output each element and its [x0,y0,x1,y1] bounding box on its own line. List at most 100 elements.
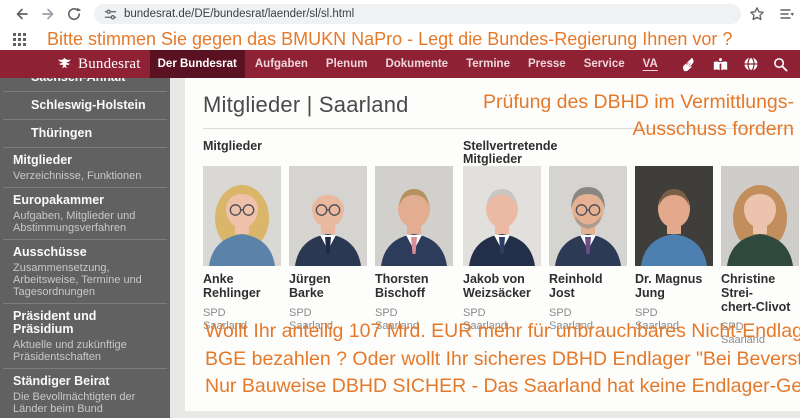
sidebar-item-ständiger-beirat[interactable]: Ständiger Beirat Die Bevollmächtigten der… [3,368,167,418]
annotation-right-line: Ausschuss fordern [632,118,795,140]
member-party: SPD [203,307,226,319]
annotation-bottom: Wollt Ihr anteilig 107 Mrd. EUR mehr für… [205,318,800,401]
easy-language-icon[interactable] [712,57,729,72]
sidebar-item-label: Sachsen-Anhalt [31,78,159,84]
deputies-list: Jakob von Weizsäcker SPD Saarland Reinhold … [463,166,800,347]
member-photo [635,166,713,266]
nav-item-service[interactable]: Service [583,58,625,70]
member-photo [549,166,627,266]
address-bar[interactable]: bundesrat.de/DE/bundesrat/laender/sl/sl.… [94,4,741,24]
section-members-label: Mitglieder [203,139,263,153]
annotation-top: Bitte stimmen Sie gegen das BMUKN NaPro … [47,29,733,49]
member-party: SPD [289,307,312,319]
site-navbar: Bundesrat Der Bundesrat Aufgaben Plenum Dok… [0,50,800,78]
apps-grid-icon[interactable] [13,32,26,46]
main-column: Mitglieder | Saarland Prüfung des DBHD i… [185,78,800,418]
nav-item-dokumente[interactable]: Dokumente [385,58,449,70]
nav-item-termine[interactable]: Termine [466,58,510,70]
member-card-christine-strei-chert-clivot[interactable]: Christine Strei-chert-Clivot SPD Saarland [721,166,799,347]
nav-item-der-bundesrat[interactable]: Der Bundesrat [149,50,245,78]
sidebar-item-label: Präsident und Präsidium [13,309,97,336]
member-state: Saarland [289,320,334,332]
member-photo [203,166,281,266]
toolbar-actions [749,3,800,25]
member-party: SPD [549,307,572,319]
section-members: Mitglieder Anke Rehlinger SPD Saarland Jür… [203,140,461,333]
member-party: SPD [375,307,398,319]
member-name: Thorsten Bischoff [375,272,429,300]
sidebar-item-desc: Aktuelle und zukünftige Präsidentschafte… [13,339,127,363]
sidebar-item-thüringen[interactable]: Thüringen [3,119,167,147]
page-title: Mitglieder | Saarland [203,92,409,117]
page-body: Sachsen-Anhalt Schleswig-Holstein Thüringe… [0,78,800,418]
annotation-bottom-line: BGE bezahlen ? Oder wollt Ihr sicheres D… [205,347,800,370]
member-name: Reinhold Jost [549,272,603,300]
sidebar-item-ausschüsse[interactable]: Ausschüsse Zusammensetzung, Arbeitsweise,… [3,239,167,303]
members-list: Anke Rehlinger SPD Saarland Jürgen Barke SP… [203,166,461,333]
sidebar-item-schleswig-holstein[interactable]: Schleswig-Holstein [3,91,167,119]
navbar-icons [667,56,788,72]
sidebar-item-desc: Aufgaben, Mitglieder und Abstimmungsverf… [13,210,136,234]
member-photo [375,166,453,266]
annotation-right: Prüfung des DBHD im Vermittlungs- Aussch… [483,89,794,143]
member-card-anke-rehlinger[interactable]: Anke Rehlinger SPD Saarland [203,166,281,333]
section-deputies: Stellvertretende Mitglieder Jakob von Wei… [463,140,800,347]
reload-icon[interactable] [66,6,82,22]
brand-name: Bundesrat [78,55,141,72]
bookmark-star-icon[interactable] [749,6,765,22]
annotation-right-line: Prüfung des DBHD im Vermittlungs- [482,91,794,113]
nav-item-presse[interactable]: Presse [527,58,566,70]
member-party: SPD [463,307,486,319]
sidebar-item-label: Mitglieder [13,153,73,167]
sidebar-item-mitglieder[interactable]: Mitglieder Verzeichnisse, Funktionen [3,147,167,187]
member-state: Saarland [635,320,680,332]
member-card-jakob-von-weizsäcker[interactable]: Jakob von Weizsäcker SPD Saarland [463,166,541,347]
member-photo [463,166,541,266]
site-info-icon[interactable] [104,8,117,21]
nav-item-plenum[interactable]: Plenum [325,58,368,70]
member-state: Saarland [375,320,420,332]
annotation-bottom-line: Wollt Ihr anteilig 107 Mrd. EUR mehr für… [205,320,800,342]
url-text: bundesrat.de/DE/bundesrat/laender/sl/sl.… [124,8,355,20]
sign-language-icon[interactable] [681,57,698,72]
member-name: Jakob von Weizsäcker [463,272,531,300]
sidebar-item-präsident-und-präsidium[interactable]: Präsident und Präsidium Aktuelle und zukü… [3,303,167,368]
title-divider [203,128,794,129]
back-icon[interactable] [14,6,30,22]
sidebar-item-label: Thüringen [31,126,93,140]
sidebar-item-label: Europakammer [13,193,105,207]
navbar-menu: Der Bundesrat Aufgaben Plenum Dokumente Term… [149,50,667,78]
nav-item-va[interactable]: VA [642,58,658,70]
member-state: Saarland [549,320,594,332]
member-name: Dr. Magnus Jung [635,272,703,300]
member-card-thorsten-bischoff[interactable]: Thorsten Bischoff SPD Saarland [375,166,453,333]
member-card-jürgen-barke[interactable]: Jürgen Barke SPD Saarland [289,166,367,333]
sidebar-item-desc: Zusammensetzung, Arbeitsweise, Termine u… [13,262,142,298]
member-name: Jürgen Barke [289,272,331,300]
search-icon[interactable] [773,57,788,72]
main-content: Mitglieder | Saarland Prüfung des DBHD i… [185,78,800,411]
forward-icon[interactable] [40,6,56,22]
member-name: Christine Strei-chert-Clivot [721,272,791,314]
browser-toolbar: bundesrat.de/DE/bundesrat/laender/sl/sl.… [0,0,800,28]
sidebar-item-desc: Die Bevollmächtigten der Länder beim Bun… [13,391,136,415]
bookmarks-bar: Bitte stimmen Sie gegen das BMUKN NaPro … [0,28,800,50]
side-panel-icon[interactable] [779,6,795,22]
member-photo [721,166,799,266]
eagle-icon [58,57,71,68]
nav-item-aufgaben[interactable]: Aufgaben [254,58,308,70]
sidebar-item-label: Ständiger Beirat [13,374,110,388]
sidebar-item-sachsen-anhalt[interactable]: Sachsen-Anhalt [3,78,167,91]
member-photo [289,166,367,266]
member-card-reinhold-jost[interactable]: Reinhold Jost SPD Saarland [549,166,627,347]
sidebar-item-europakammer[interactable]: Europakammer Aufgaben, Mitglieder und Abs… [3,187,167,239]
globe-icon[interactable] [743,56,759,72]
sidebar: Sachsen-Anhalt Schleswig-Holstein Thüringe… [0,78,170,418]
member-state: Saarland [203,320,248,332]
member-state: Saarland [721,334,766,346]
member-party: SPD [635,307,658,319]
annotation-bottom-line: Nur Bauweise DBHD SICHER - Das Saarland … [205,375,800,397]
site-logo[interactable]: Bundesrat [56,56,141,73]
member-card-dr-magnus-jung[interactable]: Dr. Magnus Jung SPD Saarland [635,166,713,347]
